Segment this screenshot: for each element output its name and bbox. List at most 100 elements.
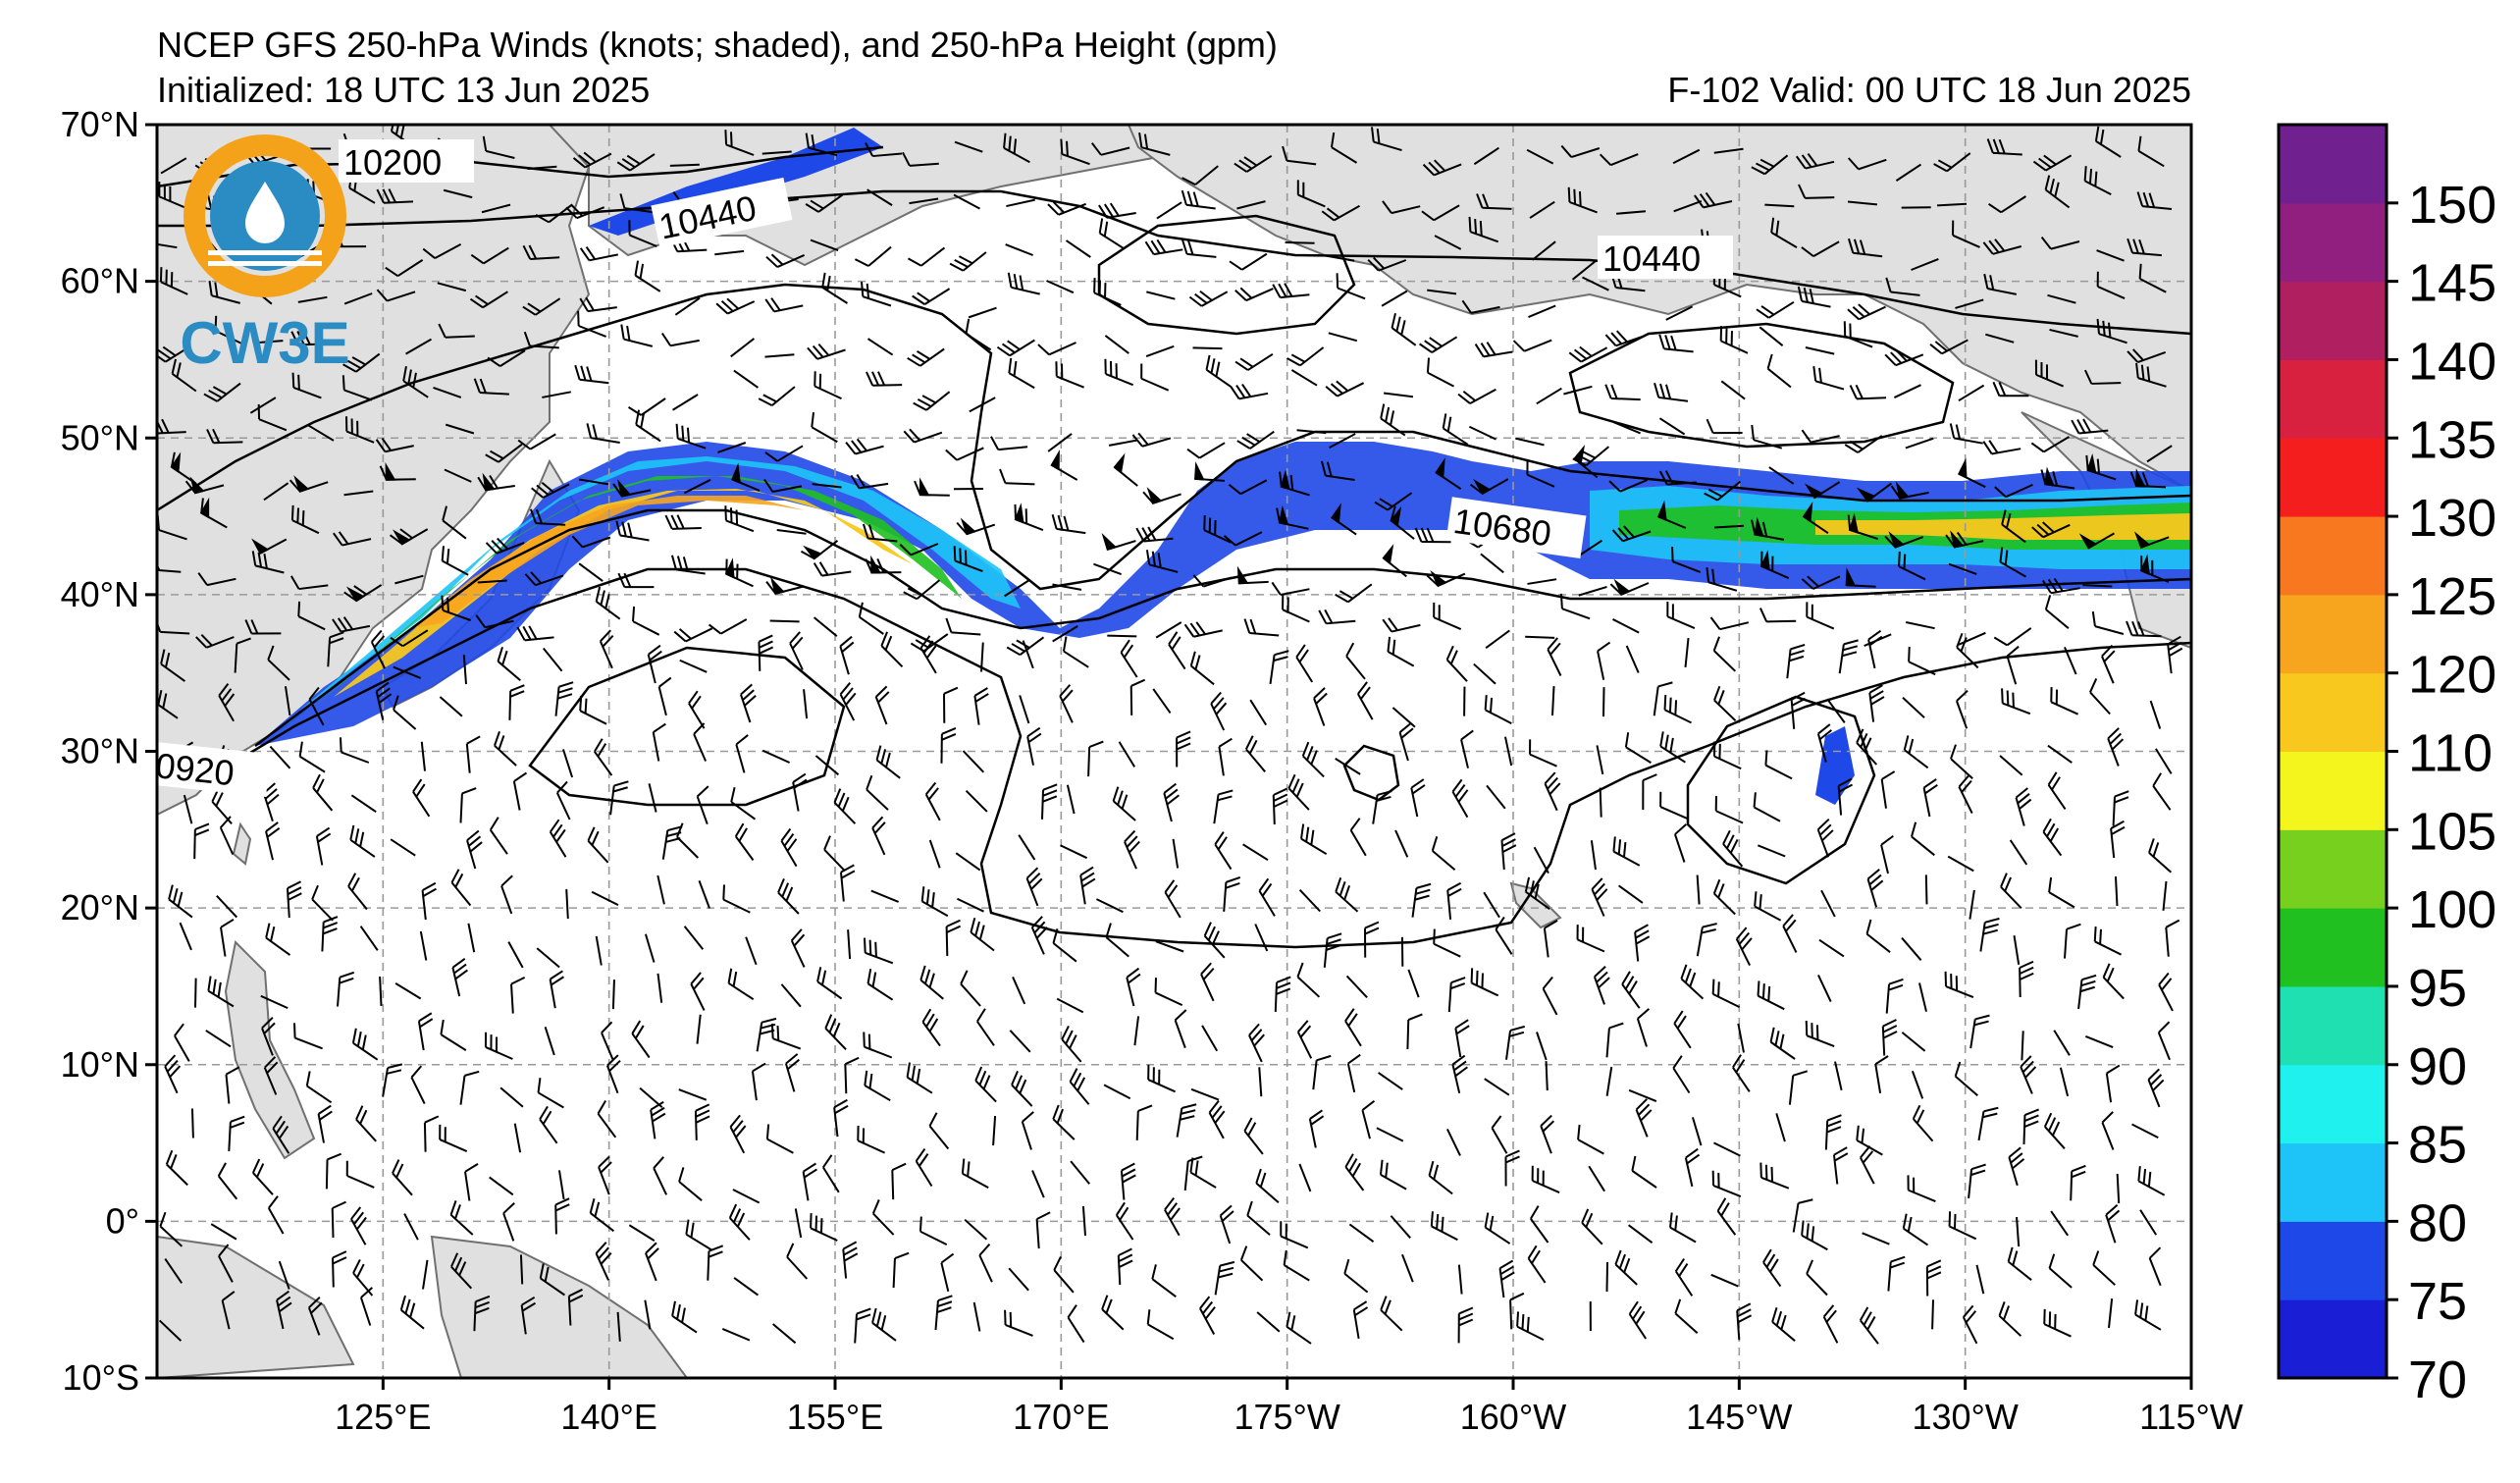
wind-barb (1344, 1153, 1365, 1192)
wind-barb (1982, 238, 2022, 255)
wind-barb (683, 478, 711, 495)
wind-barb (2148, 1246, 2162, 1287)
wind-barb (2133, 531, 2170, 549)
wind-barb (1764, 750, 1793, 780)
wind-barb (1061, 1025, 1082, 1063)
lon-label: 145°W (1686, 1397, 1792, 1437)
wind-barb (628, 220, 657, 247)
lat-label: 70°N (61, 104, 139, 144)
wind-barb (394, 982, 422, 1000)
wind-barb (1722, 829, 1744, 868)
wind-barb (290, 330, 328, 346)
wind-barb (359, 926, 379, 951)
wind-barb (1903, 735, 1929, 769)
wind-barb (1006, 636, 1045, 657)
wind-barb (1969, 889, 1975, 920)
wind-barb (1673, 199, 1703, 213)
jet-isolated-patch (1815, 726, 1855, 805)
wind-barb (790, 928, 806, 968)
wind-barb (866, 188, 893, 206)
wind-barb (351, 1028, 379, 1061)
lat-label: 60°N (61, 261, 139, 301)
wind-barb (632, 606, 660, 636)
wind-barb (1527, 578, 1557, 585)
wind-barb (2064, 646, 2077, 675)
wind-barb (978, 1243, 993, 1283)
wind-barb (1845, 567, 1876, 588)
wind-barb (1190, 1087, 1220, 1101)
wind-barb (403, 1213, 419, 1241)
wind-barb (1516, 1311, 1545, 1341)
wind-barb (2071, 418, 2109, 435)
wind-barb (260, 994, 289, 1010)
wind-barb (1052, 1104, 1076, 1140)
wind-barb (579, 246, 618, 262)
wind-barb (536, 947, 560, 969)
wind-barb (345, 416, 375, 444)
wind-barb (814, 755, 840, 776)
wind-barb (1797, 286, 1831, 308)
wind-barb (823, 835, 846, 872)
wind-barb (2167, 635, 2183, 674)
wind-barb (1817, 975, 1832, 1003)
wind-barb (1371, 127, 1402, 152)
wind-barb (956, 517, 996, 536)
wind-barb (1258, 1067, 1263, 1097)
wind-barb (1051, 513, 1086, 535)
wind-barb (1249, 699, 1268, 726)
wind-barb (812, 483, 842, 489)
wind-barb (1052, 625, 1078, 643)
wind-barb (389, 528, 429, 546)
wind-barb (1999, 755, 2023, 776)
jet-green-band (314, 476, 2191, 707)
wind-barb (1788, 1070, 1809, 1105)
lat-label: 50°N (61, 417, 139, 457)
wind-barb (244, 619, 282, 635)
wind-barb (1052, 928, 1077, 963)
wind-barb (1605, 1261, 1609, 1293)
jet-max (412, 496, 805, 628)
wind-barb (297, 601, 326, 631)
wind-barb (1050, 450, 1078, 481)
wind-barb (866, 371, 903, 387)
wind-barb (1636, 1008, 1651, 1047)
wind-barb (481, 203, 511, 214)
wind-barb (1545, 1061, 1549, 1091)
lat-lon-grid (157, 125, 2191, 1378)
wind-barb (1611, 525, 1652, 543)
wind-barb (1124, 829, 1140, 870)
wind-barb (307, 1297, 323, 1336)
wind-barb (891, 1162, 907, 1200)
colorbar-swatch (2279, 438, 2387, 517)
wind-barb (1720, 380, 1746, 400)
wind-barb (794, 1208, 803, 1239)
wind-barb (1880, 834, 1894, 874)
wind-barb (1505, 1025, 1525, 1060)
wind-barb (160, 157, 187, 175)
wind-barb (1380, 403, 1406, 437)
wind-barb (945, 919, 962, 957)
wind-barb (465, 735, 481, 773)
wind-barb (1770, 217, 1798, 248)
wind-barb (961, 1158, 989, 1189)
wind-barb (160, 649, 185, 682)
wind-barb (2146, 445, 2173, 463)
wind-barb (1426, 357, 1454, 388)
wind-barb (512, 771, 528, 811)
wind-barb (574, 364, 609, 385)
wind-barb (1658, 334, 1694, 353)
wind-barb (475, 614, 514, 629)
wind-barb (919, 965, 944, 1000)
wind-barb (1713, 147, 1744, 154)
wind-barb (1427, 289, 1457, 295)
wind-barb (394, 574, 424, 585)
wind-barb (1867, 629, 1883, 669)
wind-barb (1712, 741, 1742, 770)
wind-barb (1711, 979, 1741, 1008)
contour-10680 (254, 508, 2191, 747)
wind-barb (907, 347, 945, 367)
wind-barb (673, 627, 713, 643)
wind-barb (813, 616, 838, 637)
wind-barb (1982, 440, 2021, 455)
wind-barb (1604, 384, 1641, 401)
